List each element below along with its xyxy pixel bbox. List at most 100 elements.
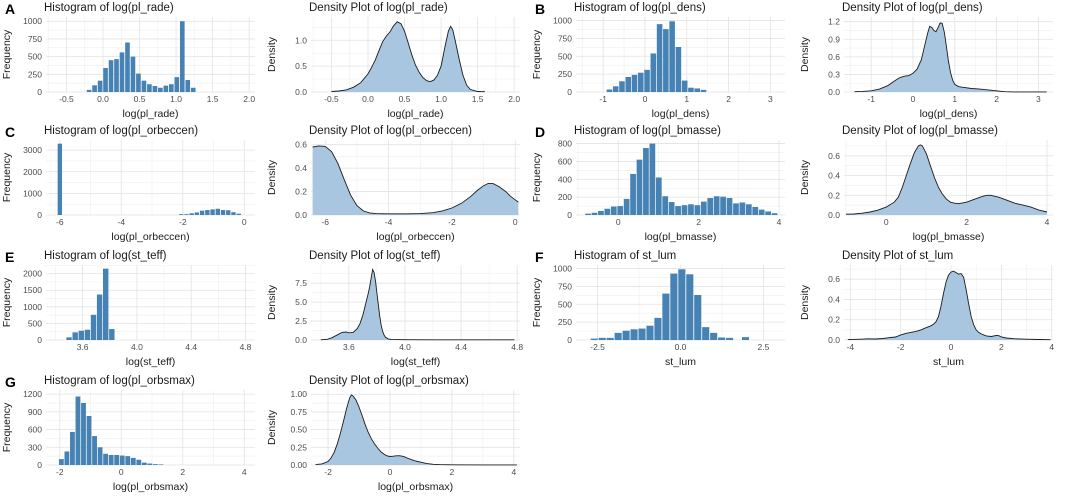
histogram-bar [713, 196, 720, 215]
histogram-bar [114, 59, 119, 92]
x-tick-label: 1 [684, 94, 689, 104]
panel-A-density-plot: -0.5 0.0 0.5 1.0 1.5 2.0 0.0 0.5 1.0 log(pl_rade)… [265, 0, 529, 121]
y-tick-label: 0.2 [828, 315, 840, 325]
x-tick-label: 0 [242, 217, 247, 227]
histogram-bar [700, 201, 707, 215]
histogram-bar [617, 206, 624, 215]
panel-G-density-cell: -2 0 2 4 0.00 0.25 0.50 0.75 1.00 log(pl_orbsmax)… [265, 373, 530, 502]
y-axis-title: Frequency [1, 29, 13, 79]
y-tick-label: 0.50 [290, 425, 307, 435]
histogram-bar [119, 52, 125, 92]
y-tick-label: 200 [558, 192, 572, 202]
histogram-bar [130, 457, 136, 465]
x-tick-label: 0 [643, 94, 648, 104]
histogram-bar [86, 89, 92, 92]
y-axis-title: Frequency [1, 152, 13, 202]
x-axis-title: log(pl_orbeccen) [376, 231, 454, 243]
x-tick-label: 3 [1036, 94, 1041, 104]
histogram-bar [623, 198, 630, 215]
histogram-bar [644, 69, 650, 92]
histogram-bar [64, 451, 70, 465]
y-axis-title: Density [799, 36, 811, 72]
histogram-bar [215, 208, 220, 215]
x-tick-label: 4 [511, 467, 516, 477]
panel-G-density-plot: -2 0 2 4 0.00 0.25 0.50 0.75 1.00 log(pl_orbsmax)… [265, 373, 529, 494]
histogram-bar [614, 332, 622, 340]
histogram-bar [643, 148, 649, 215]
x-axis-title: log(pl_rade) [122, 108, 178, 120]
y-tick-label: 500 [558, 51, 572, 61]
panel-G-histogram: -2 0 2 4 0 300 600 900 1200 log(pl_orbsmax) Freque… [0, 373, 264, 494]
chart-title: Density Plot of log(pl_rade) [309, 2, 448, 14]
histogram-bar [169, 84, 174, 92]
panel-letter-B: B [535, 1, 546, 17]
y-tick-label: 500 [558, 299, 572, 309]
x-tick-label: -0.5 [324, 94, 339, 104]
histogram-bar [141, 462, 147, 465]
y-tick-label: 1000 [23, 16, 42, 26]
chart-title: Density Plot of st_lum [842, 250, 953, 262]
histogram-bar [655, 177, 662, 215]
y-tick-label: 750 [28, 34, 42, 44]
x-axis-title: st_lum [665, 356, 696, 368]
y-tick-label: 400 [558, 174, 572, 184]
x-tick-label: 2 [450, 467, 455, 477]
panel-C-density-cell: -6 -4 -2 0 0.0 0.2 0.4 0.6 log(pl_orbeccen) Densi… [265, 123, 530, 248]
y-tick-label: 0.0 [828, 335, 840, 345]
y-tick-label: 0.25 [290, 442, 307, 452]
histogram-bar [75, 396, 81, 465]
histogram-bar [199, 210, 205, 215]
histogram-bar [90, 314, 97, 340]
histogram-bar [654, 317, 662, 340]
histogram-bar [103, 268, 109, 340]
histogram-bar [174, 77, 180, 92]
y-tick-label: 2000 [23, 269, 42, 279]
histogram-bar [720, 196, 726, 215]
histogram-bar [81, 402, 86, 465]
density-curve [320, 268, 515, 341]
y-tick-label: 250 [558, 317, 572, 327]
histogram-bar [598, 337, 606, 340]
x-axis-title: log(st_teff) [391, 356, 440, 368]
y-tick-label: 0.0 [295, 87, 307, 97]
y-axis-title: Density [266, 284, 278, 320]
x-tick-label: 0.5 [399, 94, 411, 104]
panel-C-hist-cell: C -6 -4 -2 0 0 1000 2000 3000 log(pl_orbeccen) Fr… [0, 123, 265, 248]
histogram-bar [694, 205, 701, 215]
histogram-bar [678, 269, 686, 340]
histogram-bar [681, 205, 688, 215]
density-curve [845, 144, 1048, 215]
histogram-bar [718, 337, 726, 340]
histogram-bar [656, 24, 663, 92]
histogram-bar [136, 459, 142, 465]
x-axis-title: log(st_teff) [126, 356, 175, 368]
y-tick-label: 600 [28, 425, 42, 435]
y-tick-label: 0.75 [290, 407, 307, 417]
density-area [312, 145, 519, 215]
histogram-bar [638, 72, 644, 92]
histogram-bar [86, 415, 92, 465]
y-tick-label: 800 [558, 139, 572, 149]
histogram-bar [631, 74, 638, 92]
y-tick-label: 1000 [553, 16, 572, 26]
x-tick-label: 0.0 [97, 94, 109, 104]
density-curve [847, 270, 1051, 341]
x-tick-label: 2 [964, 217, 969, 227]
histogram-bar [58, 459, 64, 465]
y-tick-label: 1500 [23, 285, 42, 295]
x-axis-title: log(pl_orbsmax) [113, 481, 188, 493]
x-tick-label: 1.0 [170, 94, 182, 104]
histogram-bar [688, 87, 694, 92]
x-tick-label: 3 [768, 94, 773, 104]
histogram-bar [114, 454, 120, 465]
histogram-bar [765, 211, 771, 215]
histogram-bar [625, 77, 632, 92]
y-tick-label: 0.4 [295, 163, 307, 173]
x-axis-title: log(pl_orbeccen) [111, 231, 189, 243]
histogram-bar [152, 85, 158, 92]
y-tick-label: 3000 [23, 145, 42, 155]
x-tick-label: -2.5 [590, 342, 605, 352]
y-tick-label: 0.5 [295, 61, 307, 71]
histogram-bar [670, 273, 678, 340]
